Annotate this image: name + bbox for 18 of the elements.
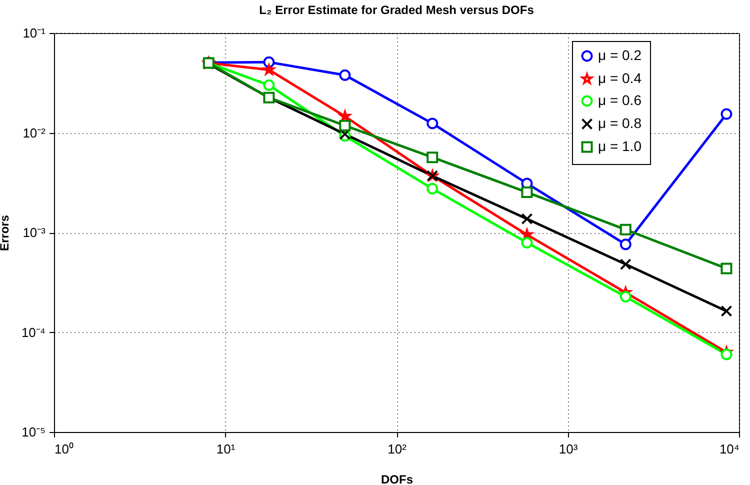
chart-title: L₂ Error Estimate for Graded Mesh versus DOFs — [259, 3, 534, 17]
legend-label: μ = 0.4 — [598, 70, 642, 86]
y-axis-title: Errors — [0, 214, 12, 252]
x-axis-title: DOFs — [380, 472, 414, 485]
y-tick-label: 10⁻² — [22, 125, 46, 140]
y-tick-label: 10⁻⁵ — [22, 424, 46, 440]
x-tick-label: 10³ — [558, 442, 578, 456]
legend-label: μ = 1.0 — [598, 138, 642, 154]
y-tick-label: 10⁻⁴ — [21, 324, 46, 340]
y-tick-label: 10⁻¹ — [22, 26, 46, 40]
x-tick-label: 10² — [388, 442, 408, 456]
legend-label: μ = 0.2 — [598, 47, 642, 63]
legend-label: μ = 0.6 — [598, 92, 642, 108]
x-tick-label: 10⁰ — [54, 442, 74, 456]
y-tick-label: 10⁻³ — [22, 225, 46, 240]
legend-label: μ = 0.8 — [598, 115, 642, 131]
x-tick-label: 10¹ — [216, 442, 236, 456]
x-tick-label: 10⁴ — [719, 442, 740, 456]
